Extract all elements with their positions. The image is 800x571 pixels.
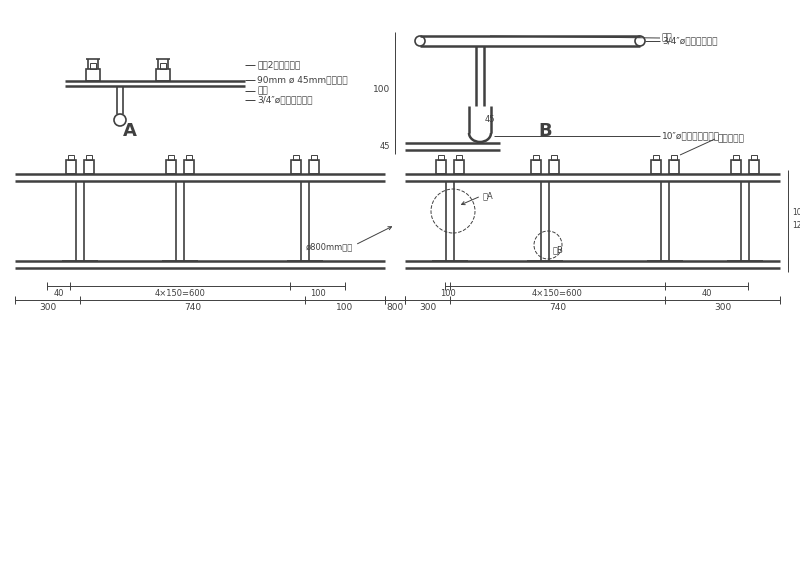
Bar — [751, 155, 757, 160]
Text: 40: 40 — [702, 289, 712, 299]
Text: 100: 100 — [373, 85, 390, 94]
Text: ø800mm一处: ø800mm一处 — [306, 243, 353, 251]
Text: B: B — [538, 122, 552, 140]
Text: 45: 45 — [379, 142, 390, 151]
Bar — [436, 160, 446, 174]
Text: 3/4″ø安心不锈钉管: 3/4″ø安心不锈钉管 — [662, 37, 718, 46]
Bar — [533, 155, 539, 160]
Bar — [454, 160, 464, 174]
Bar — [156, 69, 170, 81]
Text: 铆焊: 铆焊 — [662, 34, 673, 42]
Bar — [168, 155, 174, 160]
Text: 40: 40 — [54, 289, 64, 299]
Bar — [186, 155, 192, 160]
Bar — [184, 160, 194, 174]
Bar — [311, 155, 317, 160]
Text: 740: 740 — [184, 304, 201, 312]
Bar — [653, 155, 659, 160]
Text: 100: 100 — [310, 289, 326, 299]
Text: 100: 100 — [440, 289, 455, 299]
Text: 45: 45 — [485, 115, 495, 124]
Bar — [86, 155, 92, 160]
Bar — [733, 155, 739, 160]
Text: 100: 100 — [336, 304, 354, 312]
Text: 800: 800 — [386, 304, 404, 312]
Text: 120: 120 — [792, 221, 800, 230]
Bar — [309, 160, 319, 174]
Text: A: A — [123, 122, 137, 140]
Bar — [749, 160, 759, 174]
Bar — [66, 160, 76, 174]
Text: 300: 300 — [714, 304, 731, 312]
Bar — [160, 63, 166, 69]
Text: 详B: 详B — [553, 246, 564, 255]
Bar — [68, 155, 74, 160]
Text: 混凝土构件: 混凝土构件 — [717, 135, 744, 143]
Bar — [84, 160, 94, 174]
Text: 4×150=600: 4×150=600 — [154, 289, 206, 299]
Bar — [291, 160, 301, 174]
Text: 铆焊: 铆焊 — [257, 86, 268, 95]
Text: 10″ø安心不锈钉图案: 10″ø安心不锈钉图案 — [662, 131, 720, 140]
Bar — [731, 160, 741, 174]
Text: 740: 740 — [549, 304, 566, 312]
Bar — [438, 155, 444, 160]
Text: 90mm ø 45mm不锈钉板: 90mm ø 45mm不锈钉板 — [257, 75, 348, 85]
Text: 详A: 详A — [483, 191, 494, 200]
Bar — [531, 160, 541, 174]
Bar — [293, 155, 299, 160]
Bar — [551, 155, 557, 160]
Bar — [166, 160, 176, 174]
Bar — [671, 155, 677, 160]
Text: 3/4″ø安心不锈钉管: 3/4″ø安心不锈钉管 — [257, 95, 313, 104]
Bar — [549, 160, 559, 174]
Text: 三又2分膨胀螺坐: 三又2分膨胀螺坐 — [257, 61, 300, 70]
Bar — [456, 155, 462, 160]
Text: 100: 100 — [792, 208, 800, 217]
Bar — [669, 160, 679, 174]
Text: 4×150=600: 4×150=600 — [532, 289, 583, 299]
Bar — [86, 69, 100, 81]
Bar — [651, 160, 661, 174]
Text: 300: 300 — [419, 304, 436, 312]
Text: 300: 300 — [39, 304, 56, 312]
Bar — [90, 63, 96, 69]
